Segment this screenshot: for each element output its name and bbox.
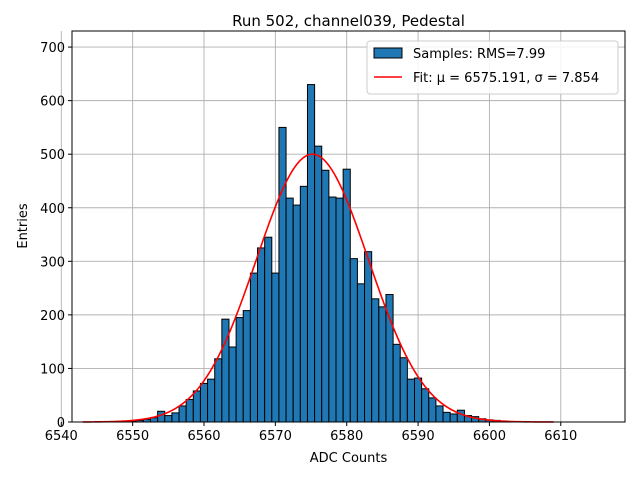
histogram-bar	[192, 390, 201, 423]
y-tick-label: 200	[40, 309, 65, 324]
y-tick-label: 400	[40, 202, 65, 217]
histogram-bar	[178, 405, 187, 423]
legend-box	[366, 40, 619, 95]
histogram-bar	[314, 145, 323, 423]
x-tick-label: 6570	[259, 429, 292, 444]
histogram-bar	[235, 317, 244, 423]
legend-histogram-swatch	[373, 47, 403, 59]
legend-fit-label: Fit: μ = 6575.191, σ = 7.854	[413, 71, 599, 86]
histogram-bar	[257, 247, 266, 423]
histogram-bar	[406, 378, 416, 423]
histogram-bar	[207, 378, 216, 423]
histogram-bar	[364, 251, 373, 423]
histogram-bar	[435, 405, 444, 423]
chart-title: Run 502, channel039, Pedestal	[232, 12, 465, 30]
histogram-bar	[185, 399, 194, 423]
x-axis-label: ADC Counts	[310, 451, 388, 466]
histogram-bar	[306, 84, 316, 423]
histogram-bar	[442, 411, 451, 423]
x-tick-label: 6580	[330, 429, 363, 444]
histogram-bar	[378, 306, 387, 423]
histogram-bars	[121, 84, 508, 423]
histogram-bar	[214, 358, 223, 423]
fit-curve	[82, 153, 554, 423]
x-tick-label: 6610	[544, 429, 577, 444]
histogram-bar	[335, 197, 344, 423]
y-tick-label: 300	[40, 255, 65, 270]
histogram-bar	[399, 357, 408, 423]
histogram-bar	[249, 272, 259, 423]
y-tick-label: 0	[57, 416, 65, 431]
x-tick-label: 6560	[187, 429, 220, 444]
histogram-bar	[157, 410, 166, 423]
histogram-bar	[271, 272, 280, 423]
x-axis-ticks: 6540 6550 6560 6570 6580 6590 6600 6610	[45, 422, 577, 444]
legend: Samples: RMS=7.99 Fit: μ = 6575.191, σ =…	[366, 40, 619, 95]
x-tick-label: 6540	[45, 429, 78, 444]
histogram-bar	[449, 413, 458, 423]
histogram-bar	[356, 283, 366, 423]
histogram-bar	[428, 397, 437, 423]
y-axis-label: Entries	[16, 203, 31, 249]
plot-frame	[71, 30, 626, 423]
histogram-bar	[228, 346, 237, 423]
histogram-bar	[164, 415, 173, 423]
histogram-bar	[321, 169, 330, 423]
histogram-bar	[421, 388, 430, 423]
histogram-bar	[414, 377, 423, 423]
histogram-bar	[264, 236, 273, 423]
histogram-bar	[171, 412, 180, 423]
histogram-bar	[349, 258, 358, 423]
histogram-bar	[328, 196, 337, 423]
histogram-bar	[299, 185, 308, 423]
y-tick-label: 600	[40, 95, 65, 110]
x-tick-label: 6550	[116, 429, 149, 444]
x-tick-label: 6600	[473, 429, 506, 444]
histogram-bar	[292, 204, 301, 423]
histogram-bar	[392, 343, 401, 423]
histogram-bar	[199, 382, 209, 423]
y-tick-label: 100	[40, 362, 65, 377]
y-tick-label: 700	[40, 41, 65, 56]
y-tick-label: 500	[40, 148, 65, 163]
x-tick-label: 6590	[402, 429, 435, 444]
histogram-bar	[242, 310, 251, 423]
histogram-bar	[285, 197, 294, 423]
histogram-bar	[456, 409, 465, 423]
legend-histogram-label: Samples: RMS=7.99	[413, 47, 545, 62]
histogram-bar	[278, 126, 287, 423]
histogram-bar	[371, 298, 380, 423]
y-axis-ticks: 0 100 200 300 400 500 600 700	[40, 41, 72, 431]
